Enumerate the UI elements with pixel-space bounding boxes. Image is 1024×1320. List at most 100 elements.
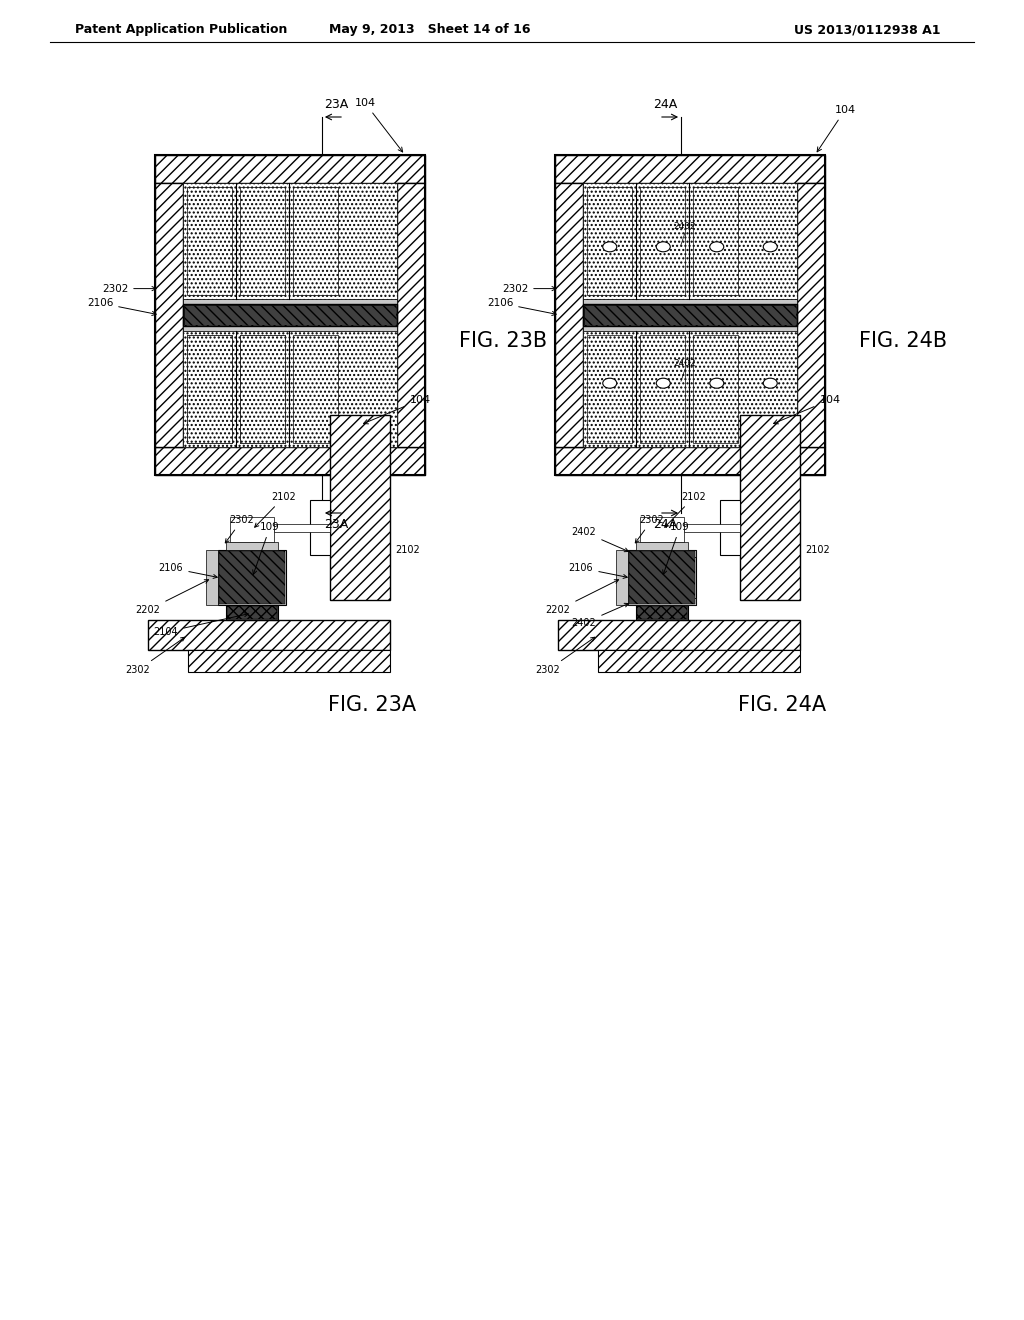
Text: 2302: 2302 xyxy=(635,515,665,543)
Text: 104: 104 xyxy=(364,395,430,424)
Bar xyxy=(628,598,696,605)
Bar xyxy=(555,447,825,475)
Bar xyxy=(148,620,390,649)
Bar xyxy=(720,500,740,554)
Text: 2202: 2202 xyxy=(546,579,618,615)
Bar xyxy=(206,550,218,605)
Bar xyxy=(640,187,685,294)
Text: FIG. 23B: FIG. 23B xyxy=(459,330,547,351)
Bar xyxy=(240,187,285,294)
Text: 2302: 2302 xyxy=(502,284,556,293)
Bar xyxy=(583,326,797,331)
Bar xyxy=(637,606,687,619)
Text: 24A: 24A xyxy=(653,519,677,532)
Bar xyxy=(293,335,338,444)
Bar xyxy=(188,649,390,672)
Text: 2402: 2402 xyxy=(571,527,629,552)
Text: Patent Application Publication: Patent Application Publication xyxy=(75,24,288,37)
Bar xyxy=(183,304,397,326)
Bar xyxy=(240,335,285,444)
Bar xyxy=(219,550,285,605)
Text: 2402: 2402 xyxy=(571,603,629,628)
Ellipse shape xyxy=(763,242,777,252)
Text: 24A: 24A xyxy=(653,99,677,111)
Bar xyxy=(555,154,825,183)
Bar xyxy=(184,305,396,325)
Bar xyxy=(616,550,628,605)
Bar xyxy=(797,183,825,447)
Text: 109: 109 xyxy=(253,521,280,574)
Bar xyxy=(640,335,685,444)
Ellipse shape xyxy=(656,242,671,252)
Bar xyxy=(583,331,797,447)
Bar xyxy=(226,554,278,601)
Text: 2106: 2106 xyxy=(568,564,628,578)
Bar xyxy=(587,187,632,294)
Bar xyxy=(227,606,278,619)
Bar xyxy=(274,524,330,532)
Text: 104: 104 xyxy=(773,395,841,424)
Bar xyxy=(230,517,274,543)
Bar xyxy=(636,605,688,620)
Bar xyxy=(184,305,396,325)
Text: 2302: 2302 xyxy=(536,638,595,675)
Bar xyxy=(629,550,695,605)
Ellipse shape xyxy=(656,379,671,388)
Text: May 9, 2013   Sheet 14 of 16: May 9, 2013 Sheet 14 of 16 xyxy=(330,24,530,37)
Bar xyxy=(397,183,425,447)
Text: 2106: 2106 xyxy=(486,298,556,315)
Bar xyxy=(555,154,825,475)
Bar xyxy=(628,550,696,557)
Text: 2302: 2302 xyxy=(101,284,156,293)
Ellipse shape xyxy=(710,242,724,252)
Bar xyxy=(219,550,285,605)
Bar xyxy=(628,550,696,605)
Bar xyxy=(555,183,583,447)
Bar xyxy=(636,543,688,550)
Bar xyxy=(693,187,738,294)
Text: FIG. 24B: FIG. 24B xyxy=(859,330,947,351)
Text: 2302: 2302 xyxy=(225,515,254,543)
Text: FIG. 23A: FIG. 23A xyxy=(328,696,416,715)
Text: 2106: 2106 xyxy=(87,298,157,315)
Text: 104: 104 xyxy=(817,106,856,152)
Text: 2102: 2102 xyxy=(255,492,296,527)
Bar xyxy=(740,414,800,601)
Text: 2402: 2402 xyxy=(674,222,696,231)
Bar xyxy=(155,154,425,475)
Text: 2102: 2102 xyxy=(805,545,829,554)
Bar xyxy=(240,335,285,444)
Ellipse shape xyxy=(763,379,777,388)
Text: 2106: 2106 xyxy=(159,564,217,578)
Bar xyxy=(558,620,800,649)
Bar xyxy=(187,335,232,444)
Bar xyxy=(636,554,688,601)
Bar xyxy=(330,414,390,601)
Ellipse shape xyxy=(603,379,616,388)
Bar xyxy=(583,304,797,326)
Ellipse shape xyxy=(710,379,724,388)
Bar xyxy=(583,300,797,304)
Text: 109: 109 xyxy=(663,521,690,574)
Text: 2402: 2402 xyxy=(674,359,696,368)
Bar xyxy=(598,649,800,672)
Bar xyxy=(183,183,397,300)
Bar xyxy=(155,154,425,183)
Bar xyxy=(187,335,232,444)
Bar xyxy=(587,335,632,444)
Text: 104: 104 xyxy=(354,98,402,152)
Bar xyxy=(183,331,397,447)
Bar xyxy=(183,326,397,331)
Text: 2102: 2102 xyxy=(665,492,707,527)
Text: 2104: 2104 xyxy=(154,612,248,638)
Bar xyxy=(183,300,397,304)
Bar xyxy=(155,447,425,475)
Bar xyxy=(155,183,183,447)
Bar xyxy=(226,605,278,620)
Text: US 2013/0112938 A1: US 2013/0112938 A1 xyxy=(794,24,940,37)
Text: 2202: 2202 xyxy=(135,579,209,615)
Bar xyxy=(584,305,796,325)
Bar xyxy=(684,524,740,532)
Bar xyxy=(629,550,695,605)
Ellipse shape xyxy=(603,242,616,252)
